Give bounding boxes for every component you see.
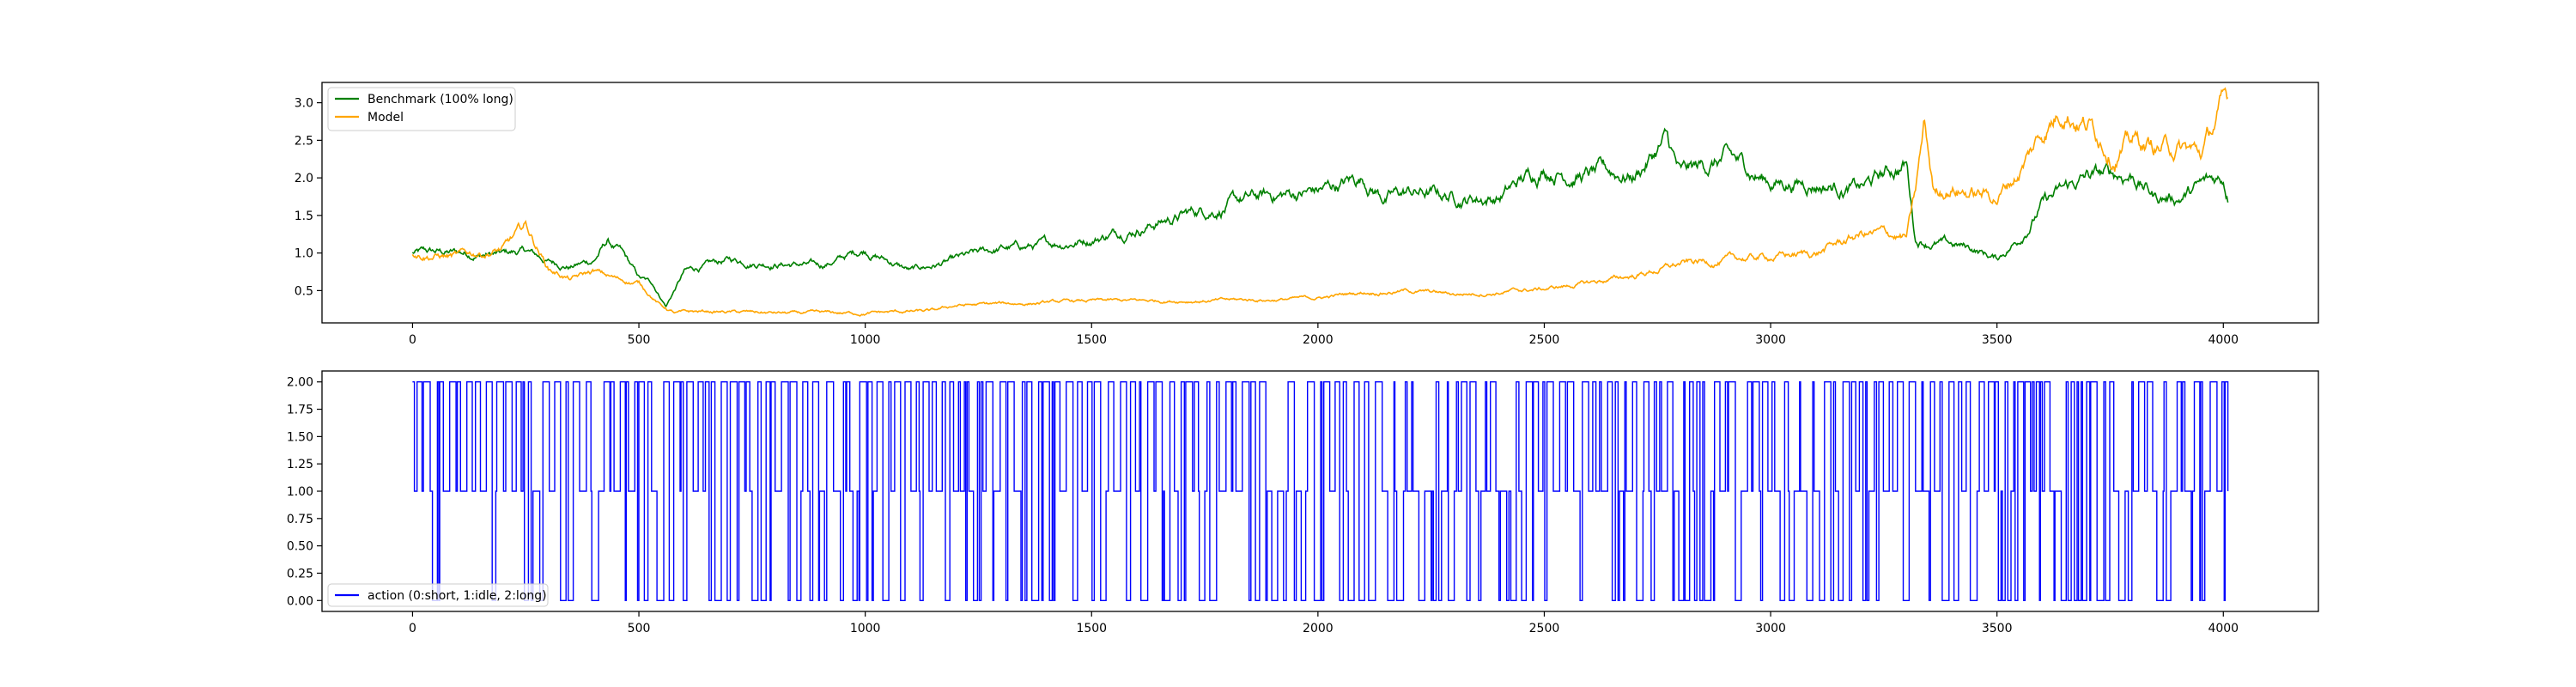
x-tick-label: 4000 xyxy=(2208,333,2239,347)
x-tick-label: 2500 xyxy=(1529,622,1560,635)
x-tick-label: 0 xyxy=(409,333,416,347)
x-tick-label: 1000 xyxy=(850,622,881,635)
x-tick-label: 0 xyxy=(409,622,416,635)
y-tick-label: 0.75 xyxy=(287,513,313,526)
x-tick-label: 500 xyxy=(628,333,651,347)
top-chart-panel: 0 500 1000 1500 2000 2500 3000 3500 4000 0.5 1.0 1… xyxy=(295,82,2319,347)
x-tick-label: 500 xyxy=(628,622,651,635)
bottom-chart-x-axis: 0 500 1000 1500 2000 2500 3000 3500 4000 xyxy=(409,611,2239,635)
legend-label-model: Model xyxy=(368,111,404,125)
y-tick-label: 1.25 xyxy=(287,458,313,471)
y-tick-label: 2.0 xyxy=(295,172,313,185)
x-tick-label: 1000 xyxy=(850,333,881,347)
y-tick-label: 0.25 xyxy=(287,567,313,581)
y-tick-label: 3.0 xyxy=(295,97,313,111)
y-tick-label: 1.5 xyxy=(295,210,313,223)
top-chart-series-layer xyxy=(411,87,2229,317)
y-tick-label: 1.75 xyxy=(287,404,313,417)
y-tick-label: 2.00 xyxy=(287,376,313,390)
benchmark-line xyxy=(411,127,2229,307)
top-chart-x-axis: 0 500 1000 1500 2000 2500 3000 3500 4000 xyxy=(409,323,2239,347)
model-line xyxy=(411,87,2229,317)
y-tick-label: 0.50 xyxy=(287,540,313,554)
x-tick-label: 2000 xyxy=(1303,333,1334,347)
y-tick-label: 0.5 xyxy=(295,284,313,298)
x-tick-label: 3500 xyxy=(1982,622,2013,635)
y-tick-label: 1.0 xyxy=(295,247,313,261)
action-step-line xyxy=(412,381,2229,601)
x-tick-label: 1500 xyxy=(1076,622,1107,635)
top-chart-legend: Benchmark (100% long) Model xyxy=(327,87,516,131)
bottom-chart-legend: action (0:short, 1:idle, 2:long) xyxy=(327,583,549,607)
legend-label-benchmark: Benchmark (100% long) xyxy=(368,93,513,106)
x-tick-label: 3000 xyxy=(1755,333,1786,347)
legend-label-action: action (0:short, 1:idle, 2:long) xyxy=(368,589,547,603)
y-tick-label: 2.5 xyxy=(295,134,313,148)
y-tick-label: 1.00 xyxy=(287,485,313,499)
x-tick-label: 2500 xyxy=(1529,333,1560,347)
y-tick-label: 0.00 xyxy=(287,594,313,608)
bottom-chart-y-axis: 0.00 0.25 0.50 0.75 1.00 1.25 1.50 1.75 2.00 xyxy=(287,376,322,608)
y-tick-label: 1.50 xyxy=(287,430,313,444)
x-tick-label: 1500 xyxy=(1076,333,1107,347)
x-tick-label: 4000 xyxy=(2208,622,2239,635)
x-tick-label: 2000 xyxy=(1303,622,1334,635)
x-tick-label: 3500 xyxy=(1982,333,2013,347)
x-tick-label: 3000 xyxy=(1755,622,1786,635)
top-chart-y-axis: 0.5 1.0 1.5 2.0 2.5 3.0 xyxy=(295,97,322,298)
bottom-chart-panel: 0 500 1000 1500 2000 2500 3000 3500 4000 0.00 0.2… xyxy=(287,370,2319,635)
bottom-chart-series-layer xyxy=(412,381,2229,601)
